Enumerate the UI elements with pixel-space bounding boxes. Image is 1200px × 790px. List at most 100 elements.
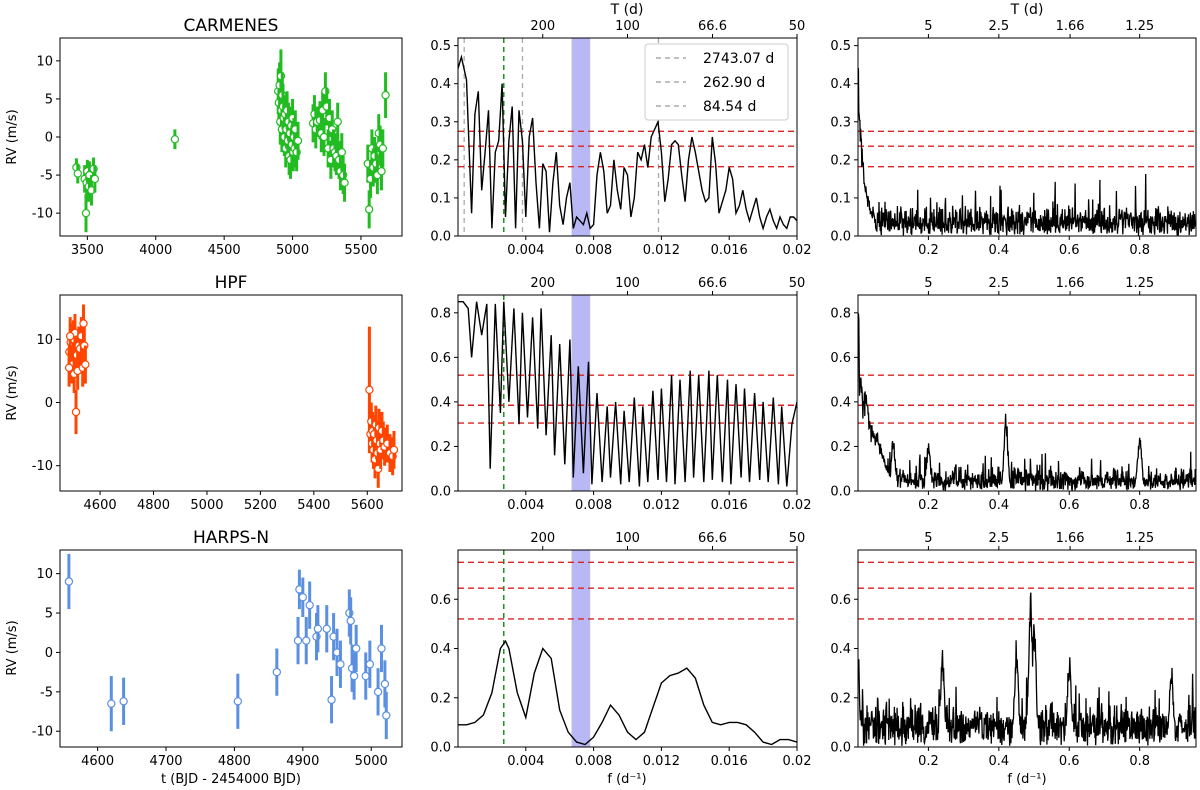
search-band [571,38,591,236]
panel-periodogram-harpsn: 0.004 0.008 0.012 0.016 0.02 0.0 0.2 0.4 0.6 200 1… [430,531,811,769]
x-tick-label: 4500 [208,243,241,258]
plot-area-periodogram-carmenes [458,38,797,236]
rv-point [373,668,383,716]
rv-point [382,691,391,740]
x-tick-label: 0.4 [988,243,1009,258]
y-tick-label: 0.0 [830,230,851,245]
y-tick-label: -10 [32,207,53,222]
y-tick-label: 0.4 [830,77,851,92]
legend-box [644,43,789,121]
rv-marker [327,695,336,704]
x-tick-label: 5000 [190,498,223,513]
y-tick-label: 10 [36,54,53,69]
panel-title-harpsn: HARPS-N [193,528,269,548]
ylabel-rv-harpsn: RV (m/s) [5,620,20,675]
rv-marker [377,644,386,653]
rv-marker [65,331,75,341]
y-tick-label: 0.5 [830,39,851,54]
panel-title-carmenes: CARMENES [184,16,279,36]
rv-marker [380,679,390,689]
panel-rv-carmenes: 3500 4000 4500 5000 5500 -10 -5 0 5 10 [32,37,403,258]
rv-point [233,673,243,729]
y-tick-label: 0.6 [830,593,851,608]
y-tick-label: 0.5 [430,39,451,54]
y-tick-label: 0.6 [430,593,451,608]
x-tick-label: 0.012 [643,754,680,769]
y-tick-label: 0.3 [430,115,451,130]
top-tick-label: 200 [530,276,555,291]
y-tick-label: -5 [40,169,53,184]
top-tick-label: 1.66 [1056,276,1085,291]
top-tick-label: 50 [789,19,806,34]
x-tick-label: 5600 [351,498,384,513]
rv-marker [377,167,386,176]
panel-full-periodogram-hpf: 0.2 0.4 0.6 0.8 0.0 0.2 0.4 0.6 0.8 5 2.5 1.66 1.25 [830,276,1197,513]
rv-point [81,194,91,233]
rv-point [333,102,342,141]
ylabel-rv-hpf: RV (m/s) [5,365,20,420]
x-tick-label: 0.008 [575,243,612,258]
rv-marker [346,616,355,626]
xlabel-full-periodogram-harpsn: f (d⁻¹) [1007,772,1046,787]
top-tick-label: 5 [924,531,932,546]
y-tick-label: 0 [45,131,53,146]
rv-point [119,677,128,725]
panel-rv-hpf: 4600 4800 5000 5200 5400 5600 -10 0 10 [32,294,403,513]
y-tick-label: 0.0 [830,741,851,756]
plot-area-rv-carmenes [72,49,390,233]
top-tick-label: 200 [530,19,555,34]
top-tick-label: 100 [615,276,640,291]
rv-point [272,648,282,696]
rv-marker [272,667,282,677]
top-tick-label: 1.25 [1125,531,1154,546]
y-tick-label: 0 [45,646,53,661]
rv-marker [64,577,74,586]
top-tick-label: 2.5 [988,276,1009,291]
x-tick-label: 0.02 [783,754,812,769]
rv-marker [302,636,311,645]
top-tick-label: 66.6 [698,19,727,34]
top-tick-label: 1.66 [1056,531,1085,546]
rv-point [377,624,386,673]
y-tick-label: 0.8 [830,306,851,321]
x-tick-label: 4800 [137,498,170,513]
x-tick-label: 0.2 [918,498,939,513]
plot-area-full-periodogram-hpf [858,313,1196,491]
axes-frame [857,37,1197,237]
x-tick-label: 0.012 [643,243,680,258]
x-tick-label: 0.8 [1129,498,1150,513]
rv-point [340,163,349,202]
top-tick-label: 2.5 [988,531,1009,546]
y-tick-label: 0.0 [430,741,451,756]
panel-periodogram-carmenes: 0.004 0.008 0.012 0.016 0.02 0.0 0.1 0.2 0.3 0.4 0… [430,19,811,258]
x-tick-label: 5000 [276,243,309,258]
rv-point [65,317,75,356]
x-tick-label: 0.4 [988,754,1009,769]
x-tick-label: 0.016 [711,754,748,769]
rv-marker [364,205,374,214]
rv-point [351,624,361,673]
top-tick-label: 66.6 [698,531,727,546]
rv-point [293,616,303,665]
y-tick-label: 0.3 [830,115,851,130]
top-tick-label: 50 [789,276,806,291]
rv-point [349,652,359,700]
rv-point [81,345,90,384]
x-tick-label: 4600 [84,498,117,513]
y-tick-label: 10 [36,333,53,348]
y-tick-label: 0.1 [430,191,451,206]
x-tick-label: 4900 [286,754,319,769]
periodogram-line [458,639,797,746]
legend-label-1: 262.90 d [703,75,765,91]
axes-frame [857,294,1197,492]
rv-point [346,597,355,645]
y-tick-label: 0 [45,396,53,411]
full-periodogram-line [858,68,1196,236]
rv-marker [337,148,347,157]
y-tick-label: 0.2 [830,691,851,706]
rv-point [378,129,388,168]
rv-point [170,129,180,150]
plot-area-full-periodogram-harpsn [858,561,1196,746]
x-tick-label: 0.6 [1059,754,1080,769]
plot-area-rv-hpf [64,304,399,488]
